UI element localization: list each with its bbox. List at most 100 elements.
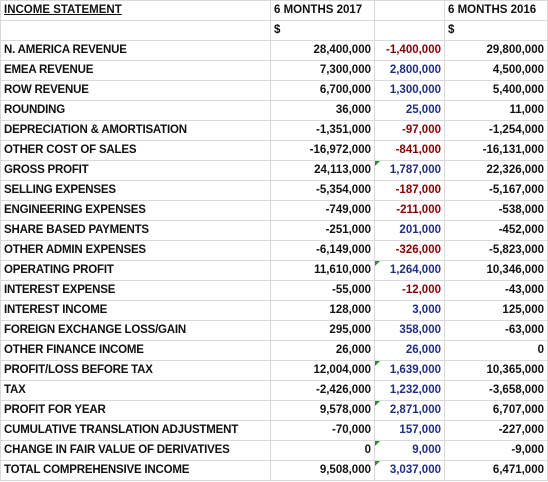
currency-cell-2016[interactable]: $ [444, 20, 548, 41]
row-label-cell[interactable]: GROSS PROFIT [0, 160, 271, 181]
value-2016-cell[interactable]: 6,471,000 [444, 460, 548, 481]
value-2016-cell[interactable]: 22,326,000 [444, 160, 548, 181]
value-2017-cell[interactable]: -251,000 [270, 220, 375, 241]
table-row: OTHER COST OF SALES -16,972,000 -841,000 -1… [0, 140, 548, 161]
value-2016-cell[interactable]: -63,000 [444, 320, 548, 341]
value-2016-cell[interactable]: -538,000 [444, 200, 548, 221]
row-label-cell[interactable]: PROFIT/LOSS BEFORE TAX [0, 360, 271, 381]
difference-cell[interactable]: 2,800,000 [374, 60, 445, 81]
value-2017-cell[interactable]: 128,000 [270, 300, 375, 321]
empty-cell[interactable] [0, 20, 271, 41]
value-2016-cell[interactable]: -227,000 [444, 420, 548, 441]
column-header-2016[interactable]: 6 MONTHS 2016 [444, 0, 548, 21]
table-row: N. AMERICA REVENUE 28,400,000 -1,400,000 29… [0, 40, 548, 61]
empty-cell[interactable] [374, 20, 445, 41]
difference-cell[interactable]: -12,000 [374, 280, 445, 301]
value-2017-cell[interactable]: 36,000 [270, 100, 375, 121]
value-2017-cell[interactable]: 0 [270, 440, 375, 461]
difference-cell[interactable]: 157,000 [374, 420, 445, 441]
row-label-cell[interactable]: ROUNDING [0, 100, 271, 121]
value-2017-cell[interactable]: 6,700,000 [270, 80, 375, 101]
value-2017-cell[interactable]: -2,426,000 [270, 380, 375, 401]
value-2016-cell[interactable]: -452,000 [444, 220, 548, 241]
value-2017-cell[interactable]: 9,578,000 [270, 400, 375, 421]
value-2016-cell[interactable]: 29,800,000 [444, 40, 548, 61]
value-2017-cell[interactable]: 28,400,000 [270, 40, 375, 61]
row-label-cell[interactable]: INTEREST EXPENSE [0, 280, 271, 301]
row-label-cell[interactable]: EMEA REVENUE [0, 60, 271, 81]
row-label-cell[interactable]: CHANGE IN FAIR VALUE OF DERIVATIVES [0, 440, 271, 461]
row-label-cell[interactable]: CUMULATIVE TRANSLATION ADJUSTMENT [0, 420, 271, 441]
value-2016-cell[interactable]: 11,000 [444, 100, 548, 121]
row-label-cell[interactable]: OTHER ADMIN EXPENSES [0, 240, 271, 261]
statement-title-cell[interactable]: INCOME STATEMENT [0, 0, 271, 21]
column-header-2017[interactable]: 6 MONTHS 2017 [270, 0, 375, 21]
difference-cell[interactable]: -97,000 [374, 120, 445, 141]
row-label-cell[interactable]: OPERATING PROFIT [0, 260, 271, 281]
value-2016-cell[interactable]: 6,707,000 [444, 400, 548, 421]
difference-cell[interactable]: -326,000 [374, 240, 445, 261]
value-2017-cell[interactable]: -1,351,000 [270, 120, 375, 141]
value-2017-cell[interactable]: 12,004,000 [270, 360, 375, 381]
value-2016-cell[interactable]: -9,000 [444, 440, 548, 461]
row-label-cell[interactable]: TAX [0, 380, 271, 401]
value-2017-cell[interactable]: 11,610,000 [270, 260, 375, 281]
difference-cell[interactable]: -841,000 [374, 140, 445, 161]
difference-cell[interactable]: 358,000 [374, 320, 445, 341]
row-label-cell[interactable]: ROW REVENUE [0, 80, 271, 101]
row-label-cell[interactable]: PROFIT FOR YEAR [0, 400, 271, 421]
difference-cell[interactable]: 1,232,000 [374, 380, 445, 401]
value-2017-cell[interactable]: -16,972,000 [270, 140, 375, 161]
value-2016-cell[interactable]: -5,823,000 [444, 240, 548, 261]
value-2017-cell[interactable]: -55,000 [270, 280, 375, 301]
difference-cell[interactable]: 26,000 [374, 340, 445, 361]
value-2017-cell[interactable]: 24,113,000 [270, 160, 375, 181]
value-2016-cell[interactable]: 10,365,000 [444, 360, 548, 381]
value-2017-cell[interactable]: 9,508,000 [270, 460, 375, 481]
column-header-diff[interactable] [374, 0, 445, 21]
value-2016-cell[interactable]: -43,000 [444, 280, 548, 301]
value-2017-cell[interactable]: 26,000 [270, 340, 375, 361]
difference-cell[interactable]: 9,000 [374, 440, 445, 461]
table-row: INTEREST INCOME 128,000 3,000 125,000 [0, 300, 548, 321]
difference-cell[interactable]: -1,400,000 [374, 40, 445, 61]
value-2017-cell[interactable]: -70,000 [270, 420, 375, 441]
row-label-cell[interactable]: ENGINEERING EXPENSES [0, 200, 271, 221]
value-2017-cell[interactable]: 295,000 [270, 320, 375, 341]
row-label-cell[interactable]: N. AMERICA REVENUE [0, 40, 271, 61]
row-label-cell[interactable]: SELLING EXPENSES [0, 180, 271, 201]
value-2017-cell[interactable]: -6,149,000 [270, 240, 375, 261]
row-label-cell[interactable]: OTHER FINANCE INCOME [0, 340, 271, 361]
row-label-cell[interactable]: TOTAL COMPREHENSIVE INCOME [0, 460, 271, 481]
value-2016-cell[interactable]: 0 [444, 340, 548, 361]
currency-cell-2017[interactable]: $ [270, 20, 375, 41]
row-label-cell[interactable]: OTHER COST OF SALES [0, 140, 271, 161]
value-2016-cell[interactable]: -3,658,000 [444, 380, 548, 401]
row-label-cell[interactable]: SHARE BASED PAYMENTS [0, 220, 271, 241]
difference-cell[interactable]: 1,300,000 [374, 80, 445, 101]
difference-cell[interactable]: 1,264,000 [374, 260, 445, 281]
difference-cell[interactable]: 3,000 [374, 300, 445, 321]
value-2016-cell[interactable]: -5,167,000 [444, 180, 548, 201]
table-row: INTEREST EXPENSE -55,000 -12,000 -43,000 [0, 280, 548, 301]
row-label-cell[interactable]: FOREIGN EXCHANGE LOSS/GAIN [0, 320, 271, 341]
difference-cell[interactable]: -187,000 [374, 180, 445, 201]
row-label-cell[interactable]: INTEREST INCOME [0, 300, 271, 321]
value-2016-cell[interactable]: 5,400,000 [444, 80, 548, 101]
value-2016-cell[interactable]: -1,254,000 [444, 120, 548, 141]
difference-cell[interactable]: 2,871,000 [374, 400, 445, 421]
difference-cell[interactable]: 25,000 [374, 100, 445, 121]
value-2016-cell[interactable]: 10,346,000 [444, 260, 548, 281]
difference-cell[interactable]: 1,787,000 [374, 160, 445, 181]
difference-cell[interactable]: 3,037,000 [374, 460, 445, 481]
row-label-cell[interactable]: DEPRECIATION & AMORTISATION [0, 120, 271, 141]
value-2017-cell[interactable]: -749,000 [270, 200, 375, 221]
value-2017-cell[interactable]: 7,300,000 [270, 60, 375, 81]
value-2016-cell[interactable]: 4,500,000 [444, 60, 548, 81]
value-2016-cell[interactable]: -16,131,000 [444, 140, 548, 161]
difference-cell[interactable]: 1,639,000 [374, 360, 445, 381]
value-2017-cell[interactable]: -5,354,000 [270, 180, 375, 201]
difference-cell[interactable]: -211,000 [374, 200, 445, 221]
difference-cell[interactable]: 201,000 [374, 220, 445, 241]
value-2016-cell[interactable]: 125,000 [444, 300, 548, 321]
